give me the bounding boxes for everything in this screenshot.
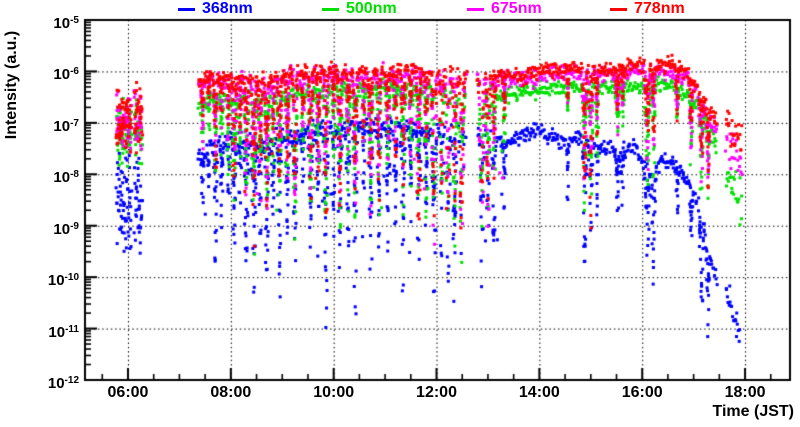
legend-item-368nm: 368nm bbox=[178, 0, 253, 17]
y-tick-label: 10-11 bbox=[48, 323, 79, 341]
legend-label-368nm: 368nm bbox=[202, 0, 253, 17]
legend-line-swatch-675nm bbox=[467, 7, 484, 11]
x-tick-label: 08:00 bbox=[210, 384, 252, 401]
legend-line-swatch-368nm bbox=[178, 7, 195, 11]
y-tick-label: 10-5 bbox=[53, 15, 79, 32]
legend-label-778nm: 778nm bbox=[634, 0, 685, 17]
y-tick-label: 10-7 bbox=[53, 117, 79, 135]
x-tick-label: 12:00 bbox=[416, 384, 457, 401]
legend-label-675nm: 675nm bbox=[491, 0, 542, 17]
legend-line-swatch-500nm bbox=[322, 7, 339, 11]
x-tick-label: 16:00 bbox=[621, 384, 663, 401]
legend-item-675nm: 675nm bbox=[467, 0, 542, 17]
legend-line-swatch-778nm bbox=[610, 7, 627, 11]
y-tick-label: 10-6 bbox=[53, 66, 79, 84]
legend-item-778nm: 778nm bbox=[610, 0, 685, 17]
x-axis-title: Time (JST) bbox=[712, 403, 795, 420]
chart-legend: 368nm 500nm 675nm 778nm bbox=[0, 0, 800, 18]
y-tick-label: 10-10 bbox=[47, 272, 79, 290]
legend-label-500nm: 500nm bbox=[346, 0, 397, 17]
y-tick-label: 10-8 bbox=[53, 169, 79, 187]
x-tick-label: 18:00 bbox=[724, 384, 766, 401]
x-tick-label: 10:00 bbox=[313, 384, 355, 401]
y-tick-label: 10-12 bbox=[47, 375, 79, 392]
y-tick-label: 10-9 bbox=[53, 220, 79, 238]
x-tick-label: 14:00 bbox=[518, 384, 560, 401]
legend-item-500nm: 500nm bbox=[322, 0, 397, 17]
x-tick-label: 06:00 bbox=[107, 384, 149, 401]
